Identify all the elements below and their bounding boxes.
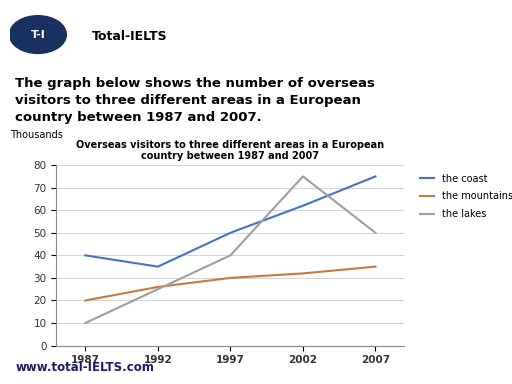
Line: the mountains: the mountains [86, 266, 375, 300]
the coast [227, 230, 233, 235]
Legend: the coast, the mountains, the lakes: the coast, the mountains, the lakes [420, 174, 512, 219]
Line: the coast: the coast [86, 176, 375, 266]
Text: Total-IELTS: Total-IELTS [92, 30, 168, 43]
the coast [372, 174, 378, 179]
Ellipse shape [9, 15, 67, 54]
the coast [155, 264, 161, 269]
the lakes [227, 253, 233, 258]
Text: The graph below shows the number of overseas
visitors to three different areas i: The graph below shows the number of over… [15, 77, 375, 124]
the coast [300, 204, 306, 208]
the lakes [155, 287, 161, 291]
the mountains [155, 285, 161, 289]
the mountains [372, 264, 378, 269]
the mountains [227, 276, 233, 280]
the coast [82, 253, 89, 258]
the lakes [372, 230, 378, 235]
the lakes [82, 321, 89, 325]
Text: Overseas visitors to three different areas in a European
country between 1987 an: Overseas visitors to three different are… [76, 140, 385, 161]
Text: T-I: T-I [31, 30, 45, 40]
Line: the lakes: the lakes [86, 176, 375, 323]
the mountains [82, 298, 89, 303]
the lakes [300, 174, 306, 179]
the mountains [300, 271, 306, 276]
Text: www.total-IELTS.com: www.total-IELTS.com [15, 361, 154, 374]
Text: Thousands: Thousands [10, 130, 63, 140]
